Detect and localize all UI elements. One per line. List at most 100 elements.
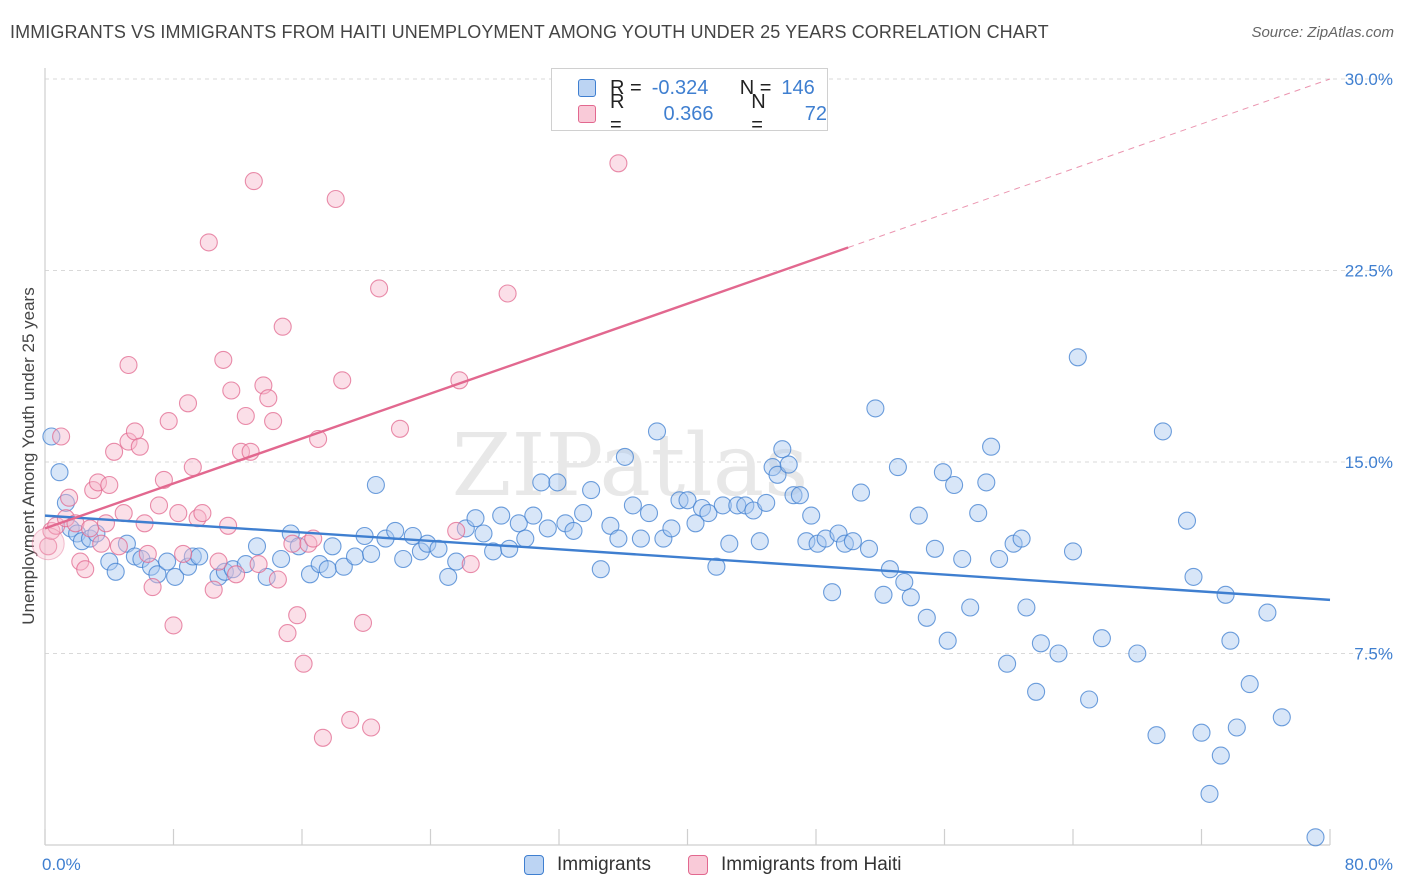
haiti-point (259, 389, 278, 408)
immigrants-point (524, 506, 543, 525)
immigrants-point (492, 506, 511, 525)
immigrants-point (843, 532, 862, 551)
haiti-point (138, 544, 157, 563)
immigrants-point (874, 585, 893, 604)
immigrants-point (662, 519, 681, 538)
immigrants-point (1240, 675, 1259, 694)
y-tick-label: 15.0% (1345, 453, 1393, 472)
haiti-point (96, 514, 116, 533)
haiti-point (149, 496, 169, 515)
immigrants-point (366, 475, 385, 495)
legend-n-value: 72 (804, 102, 827, 125)
haiti-point (105, 442, 124, 461)
immigrants-point (797, 532, 816, 551)
haiti-point (119, 355, 138, 375)
immigrants-point (538, 519, 557, 538)
haiti-point (174, 544, 193, 563)
haiti-point (178, 394, 198, 413)
haiti-point (299, 534, 318, 553)
immigrants-point (516, 529, 535, 548)
immigrants-point (784, 486, 803, 505)
legend-n-label: N = (739, 76, 772, 99)
bottom-legend-immigrants: Immigrants (524, 853, 651, 877)
haiti-point (390, 419, 410, 438)
haiti-point (76, 560, 95, 579)
immigrants-point (50, 463, 69, 482)
immigrants-point (1027, 682, 1046, 701)
immigrants-point (713, 496, 732, 515)
immigrants-point (318, 560, 337, 579)
immigrants-point (909, 506, 928, 525)
immigrants-point (982, 437, 1001, 456)
haiti-point (39, 537, 58, 556)
immigrants-point (247, 537, 267, 556)
immigrants-point (790, 486, 809, 505)
bottom-legend-label: Immigrants (557, 854, 651, 875)
immigrants-point (623, 496, 642, 515)
immigrants-point (466, 509, 485, 528)
immigrants-point (1063, 542, 1083, 561)
immigrants-point (509, 514, 528, 533)
haiti-point (268, 570, 287, 589)
immigrants-point (474, 524, 493, 543)
haiti-point (183, 458, 202, 477)
trend-line-immigrants (44, 514, 1331, 602)
immigrants-point (1031, 634, 1050, 653)
haiti-point-large (31, 527, 65, 561)
immigrants-point (582, 481, 601, 500)
immigrants-point (1092, 629, 1111, 648)
haiti-point (353, 613, 373, 632)
immigrants-point (917, 608, 936, 627)
immigrants-point (1068, 348, 1087, 367)
immigrants-point (880, 560, 899, 579)
haiti-point (341, 710, 360, 729)
immigrants-point (42, 427, 61, 446)
bottom-legend-swatch-pink (688, 855, 708, 875)
immigrants-point (532, 473, 551, 492)
immigrants-point (158, 552, 177, 571)
immigrants-point (615, 447, 634, 466)
haiti-point (236, 406, 255, 426)
x-tick-label: 0.0% (42, 855, 81, 874)
correlation-legend: R = -0.324 N = 146 R = 0.366 N = 72 (551, 68, 828, 136)
immigrants-point (106, 562, 125, 581)
haiti-point (164, 616, 183, 635)
immigrants-point (1211, 746, 1230, 765)
immigrants-point (969, 504, 988, 523)
bottom-legend-haiti: Immigrants from Haiti (688, 853, 902, 877)
immigrants-point (1017, 598, 1036, 617)
immigrants-point (1272, 708, 1291, 727)
haiti-point (109, 537, 128, 556)
legend-r-value: -0.324 (651, 76, 709, 99)
immigrants-point (990, 549, 1009, 569)
immigrants-point (631, 529, 650, 548)
immigrants-point (323, 537, 342, 556)
haiti-point (362, 718, 381, 737)
immigrants-point (1177, 511, 1197, 530)
legend-n-label: N = (751, 91, 766, 136)
immigrants-point (1012, 529, 1031, 548)
immigrants-point (1258, 603, 1277, 622)
immigrants-point (272, 549, 291, 569)
haiti-point (125, 422, 144, 441)
y-tick-label: 30.0% (1345, 70, 1393, 89)
immigrants-points (42, 348, 1325, 847)
legend-row-immigrants: R = -0.324 N = 146 (578, 77, 815, 99)
immigrants-point (500, 539, 519, 558)
immigrants-point (574, 504, 593, 523)
immigrants-point (334, 557, 353, 576)
haiti-point (143, 578, 162, 597)
legend-row-haiti: R = 0.366 N = 72 (578, 91, 827, 136)
immigrants-point (394, 549, 413, 569)
immigrants-point (1080, 690, 1099, 709)
immigrants-point (938, 631, 957, 650)
haiti-point (199, 233, 218, 252)
immigrants-point (56, 493, 75, 512)
haiti-point (204, 580, 223, 599)
immigrants-point (1192, 723, 1211, 742)
bottom-legend-swatch-blue (524, 855, 544, 875)
haiti-point (326, 189, 345, 209)
immigrants-point (447, 552, 466, 571)
immigrants-point (362, 544, 381, 563)
